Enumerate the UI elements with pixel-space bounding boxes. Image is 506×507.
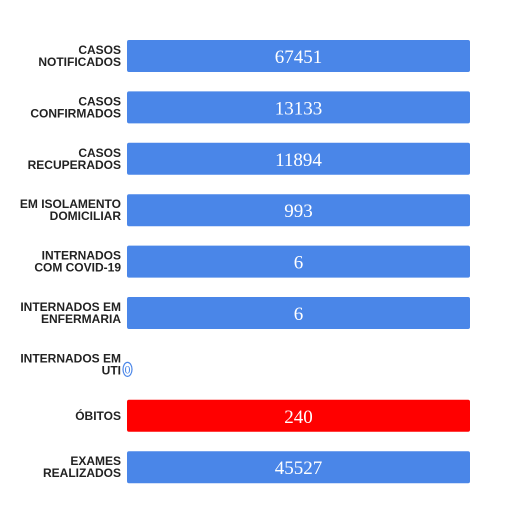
zero-value-marker	[122, 361, 133, 377]
bar	[127, 40, 470, 72]
category-label: CASOS NOTIFICADOS	[38, 43, 121, 69]
bar	[127, 194, 470, 227]
category-label: ÓBITOS	[75, 408, 121, 423]
category-label: CASOS CONFIRMADOS	[30, 94, 121, 120]
data-label: 240	[284, 407, 313, 428]
bar	[127, 451, 470, 484]
data-label: 11894	[275, 150, 322, 171]
data-label: 6	[294, 304, 304, 325]
category-label: INTERNADOS EM UTI	[20, 351, 121, 377]
data-label: 45527	[275, 458, 323, 479]
category-label: CASOS RECUPERADOS	[28, 146, 121, 172]
bar	[127, 245, 470, 278]
category-label: EXAMES REALIZADOS	[43, 454, 121, 480]
bar	[127, 91, 470, 124]
data-label: 6	[294, 253, 304, 274]
bar	[127, 142, 470, 175]
data-label: 67451	[275, 47, 323, 68]
data-label: 993	[284, 201, 313, 222]
category-label: INTERNADOS EM ENFERMARIA	[20, 300, 121, 326]
data-label: 0	[125, 362, 131, 376]
category-label: EM ISOLAMENTO DOMICILIAR	[20, 197, 121, 223]
bar	[127, 399, 470, 432]
data-label: 13133	[275, 98, 323, 119]
category-label: INTERNADOS COM COVID-19	[34, 249, 121, 275]
bar	[127, 297, 470, 329]
